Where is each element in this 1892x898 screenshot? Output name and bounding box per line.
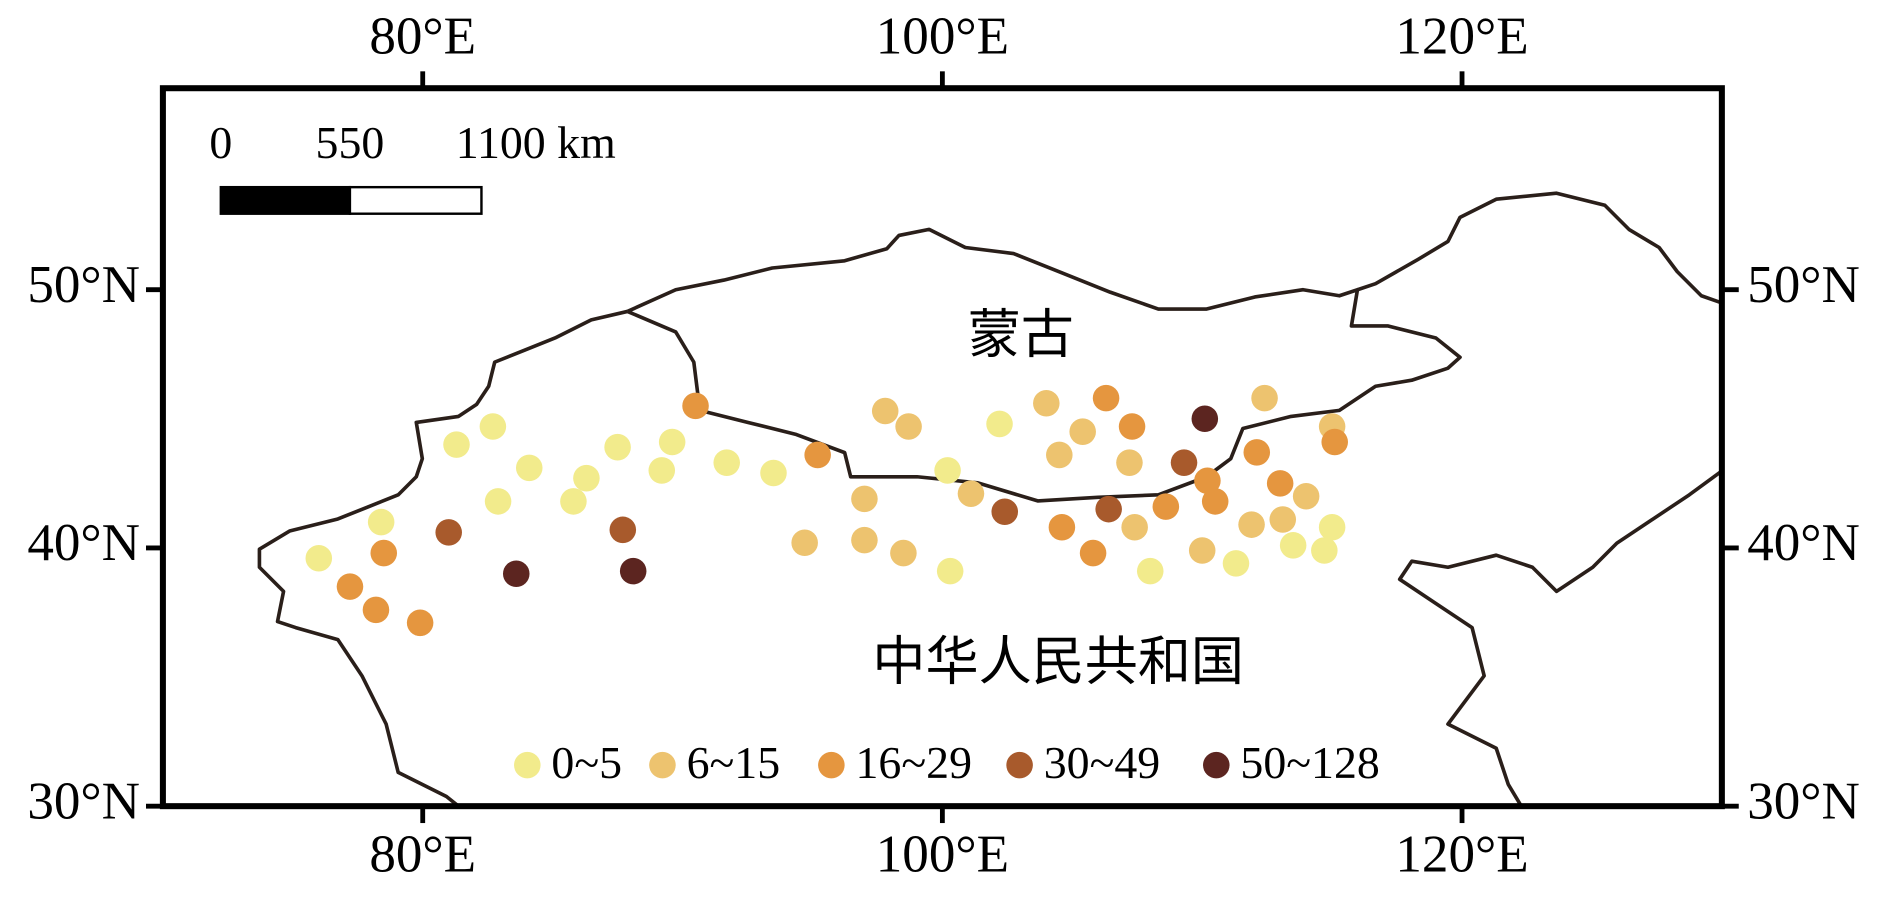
x-tick-label-top: 100°E: [876, 7, 1009, 65]
x-tick-label-bottom: 80°E: [369, 825, 476, 883]
station-point: [648, 457, 676, 484]
station-point: [934, 457, 961, 484]
station-point: [986, 410, 1013, 438]
station-point: [1079, 539, 1107, 567]
station-point: [479, 413, 507, 440]
station-point: [1279, 532, 1307, 559]
y-tick-label-left: 30°N: [27, 772, 140, 830]
station-point: [1121, 513, 1148, 541]
station-point: [1118, 413, 1146, 440]
station-point: [936, 557, 964, 585]
legend-swatch: [1006, 751, 1033, 779]
station-point: [367, 508, 395, 536]
station-point: [804, 441, 831, 469]
station-point: [1321, 428, 1348, 456]
station-point: [406, 609, 434, 637]
legend-label: 6~15: [687, 737, 781, 788]
station-point: [957, 480, 985, 507]
y-tick-label-right: 50°N: [1747, 256, 1860, 314]
scale-bar-label: 0: [209, 117, 232, 168]
station-point: [370, 539, 398, 567]
station-point: [1048, 513, 1076, 541]
station-point: [560, 488, 587, 515]
station-point: [1069, 418, 1096, 445]
legend-label: 50~128: [1240, 737, 1379, 788]
mongolia-north-border: [626, 227, 1462, 503]
station-point: [1238, 511, 1265, 538]
station-point: [1092, 384, 1120, 412]
legend-swatch: [818, 751, 845, 779]
station-point: [1191, 405, 1219, 433]
china-russia-border: [1356, 191, 1722, 305]
station-point: [1095, 495, 1122, 523]
station-point: [1194, 467, 1221, 495]
station-point: [1222, 550, 1250, 577]
x-tick-label-bottom: 120°E: [1395, 825, 1528, 883]
station-point: [658, 428, 686, 456]
station-point: [604, 433, 631, 461]
station-point: [515, 454, 543, 482]
y-tick-label-right: 30°N: [1747, 772, 1860, 830]
station-point: [760, 459, 787, 487]
station-point: [435, 519, 462, 546]
station-point: [1033, 390, 1060, 417]
station-point: [1170, 449, 1198, 476]
station-point: [362, 596, 390, 624]
station-point: [1243, 439, 1271, 466]
station-point: [502, 560, 530, 588]
station-point: [1266, 470, 1294, 497]
station-point: [1311, 537, 1338, 564]
station-point: [1292, 482, 1320, 510]
station-point: [871, 397, 899, 425]
legend-label: 0~5: [551, 737, 622, 788]
scale-bar-white: [348, 185, 483, 215]
scale-bar-black: [219, 185, 352, 215]
station-point: [573, 464, 600, 492]
china-border-west: [257, 309, 628, 807]
station-point: [895, 413, 922, 440]
legend-label: 16~29: [856, 737, 973, 788]
borders: [257, 191, 1722, 807]
x-tick-label-top: 120°E: [1395, 7, 1528, 65]
station-point: [713, 449, 740, 476]
station-point: [1116, 449, 1143, 476]
y-tick-label-right: 40°N: [1747, 514, 1860, 572]
x-tick-label-bottom: 100°E: [876, 825, 1009, 883]
legend-label: 30~49: [1044, 737, 1161, 788]
station-point: [484, 488, 512, 515]
station-point: [851, 485, 878, 513]
x-tick-label-top: 80°E: [369, 7, 476, 65]
country-label: 蒙古: [968, 304, 1074, 366]
station-point: [1269, 506, 1297, 533]
station-point: [1136, 557, 1164, 585]
station-point: [1201, 488, 1229, 515]
station-point: [443, 431, 470, 458]
station-point: [1152, 493, 1180, 520]
station-point: [791, 529, 818, 557]
legend-swatch: [649, 751, 676, 779]
y-tick-label-left: 50°N: [27, 256, 140, 314]
station-point: [682, 392, 709, 420]
station-point: [1188, 537, 1216, 564]
station-point: [890, 539, 917, 567]
station-point: [609, 516, 637, 544]
station-point: [851, 526, 878, 554]
coast-korea: [1397, 468, 1722, 807]
legend-swatch: [1203, 751, 1230, 779]
station-point: [336, 573, 364, 600]
station-point: [991, 498, 1019, 526]
station-point: [1318, 513, 1346, 541]
station-point: [619, 557, 647, 585]
station-point: [1046, 441, 1073, 469]
legend-swatch: [514, 751, 541, 779]
station-point: [1251, 384, 1278, 412]
station-point: [305, 544, 333, 572]
scale-bar-label: 1100 km: [456, 117, 616, 168]
y-tick-label-left: 40°N: [27, 514, 140, 572]
country-label: 中华人民共和国: [872, 631, 1244, 693]
scale-bar-label: 550: [316, 117, 385, 168]
